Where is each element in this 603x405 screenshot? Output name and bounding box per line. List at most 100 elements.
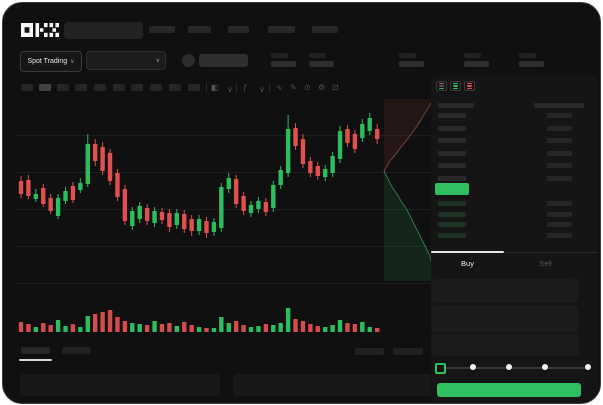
timeframe-button-1[interactable] — [21, 84, 33, 91]
candle — [196, 215, 202, 332]
bid-price — [438, 232, 466, 238]
chart-footer-control-2[interactable] — [393, 348, 423, 355]
slider-stop-50[interactable] — [506, 364, 512, 370]
nav-item-3[interactable] — [228, 26, 249, 33]
candle — [78, 178, 83, 332]
slider-stop-100[interactable] — [585, 364, 591, 370]
stat-value-3 — [399, 61, 424, 67]
candle — [360, 119, 365, 332]
candle — [63, 187, 68, 332]
orderbook-last-price-badge — [435, 183, 469, 195]
nav-item-5[interactable] — [312, 26, 338, 33]
search-input[interactable] — [64, 22, 143, 39]
chart-footer-control-1[interactable] — [355, 348, 384, 355]
candle — [323, 165, 328, 332]
amount-slider-handle[interactable] — [435, 363, 446, 374]
candle — [115, 169, 120, 332]
buy-submit-button[interactable] — [437, 383, 581, 397]
bottom-tab-active[interactable] — [21, 347, 50, 354]
last-price-placeholder — [199, 54, 248, 67]
ask-price — [438, 125, 466, 131]
candle — [122, 185, 128, 332]
candle — [174, 209, 180, 332]
candle — [18, 176, 24, 332]
ask-price — [438, 113, 466, 118]
timeframe-button-10[interactable] — [188, 84, 200, 91]
orderbook-col-header-amount — [534, 103, 584, 108]
ask-price — [438, 163, 466, 168]
stat-value-1 — [271, 61, 296, 67]
tab-buy[interactable]: Buy — [461, 259, 474, 268]
bottom-tab-underline — [19, 359, 52, 361]
okx-logo — [21, 23, 59, 37]
market-type-dropdown[interactable]: Spot Trading ∨ — [20, 51, 82, 72]
slider-stop-25[interactable] — [470, 364, 476, 370]
line-drawing-icon[interactable]: ∿ — [276, 83, 283, 92]
bottom-tab-2[interactable] — [62, 347, 91, 354]
orders-panel-right — [233, 374, 432, 396]
candle — [233, 175, 239, 332]
timeframe-button-7[interactable] — [131, 84, 143, 91]
chevron-down-icon: ∨ — [155, 57, 160, 64]
candle — [248, 201, 254, 332]
chart-settings-icon[interactable]: ⚙ — [318, 83, 326, 92]
layout-bids-icon[interactable] — [450, 81, 461, 91]
candle — [352, 130, 358, 332]
timeframe-button-2[interactable] — [39, 84, 51, 91]
order-price-field[interactable] — [431, 279, 579, 303]
candle — [241, 192, 246, 332]
timeframe-button-9[interactable] — [169, 84, 181, 91]
orders-panel-left — [20, 374, 220, 396]
ask-price — [438, 150, 466, 156]
candle — [159, 208, 165, 332]
timeframe-button-5[interactable] — [94, 84, 106, 91]
bid-price — [438, 201, 466, 206]
screenshot-icon[interactable]: ⊙ — [304, 83, 311, 92]
candle — [211, 218, 217, 332]
timeframe-button-3[interactable] — [57, 84, 69, 91]
candle — [367, 113, 372, 332]
bid-amount — [547, 232, 572, 238]
chart-type-icon[interactable]: ▮▯ — [211, 83, 219, 92]
candle — [278, 166, 283, 332]
order-total-field[interactable] — [431, 334, 579, 356]
candle — [189, 215, 194, 332]
candle — [315, 162, 320, 332]
timeframe-button-8[interactable] — [150, 84, 162, 91]
candle — [337, 126, 343, 332]
fullscreen-icon[interactable]: ⊡ — [332, 83, 339, 92]
tab-sell[interactable]: Sell — [539, 259, 552, 268]
ask-amount — [547, 113, 572, 118]
layout-asks-icon[interactable] — [464, 81, 475, 91]
ask-amount — [547, 163, 572, 168]
candle — [130, 207, 135, 332]
candle — [144, 204, 150, 332]
candle — [204, 217, 209, 332]
stat-label-1 — [271, 53, 288, 58]
bid-price — [438, 211, 466, 217]
candle — [100, 142, 105, 332]
candle — [137, 202, 142, 332]
nav-item-2[interactable] — [188, 26, 211, 33]
indicators-icon[interactable]: ƒ — [243, 83, 248, 92]
buy-tab-underline — [431, 251, 504, 253]
chevron-down-icon[interactable]: ∨ — [259, 85, 265, 94]
order-amount-field[interactable] — [431, 305, 579, 332]
bid-amount — [547, 201, 572, 206]
timeframe-button-4[interactable] — [75, 84, 87, 91]
stat-label-3 — [399, 53, 416, 58]
amount-slider-track[interactable] — [437, 367, 590, 369]
candlestick-chart[interactable] — [15, 97, 431, 337]
slider-stop-75[interactable] — [542, 364, 548, 370]
chevron-down-icon[interactable]: ∨ — [227, 85, 233, 94]
draw-tools-icon[interactable]: ✎ — [290, 83, 297, 92]
nav-item-4[interactable] — [268, 26, 295, 33]
stat-value-4 — [464, 61, 489, 67]
candle — [55, 194, 61, 332]
pair-selector-dropdown[interactable]: ∨ — [86, 51, 166, 70]
candle — [93, 139, 98, 332]
layout-combined-icon[interactable] — [436, 81, 447, 91]
candle — [300, 134, 306, 332]
timeframe-button-6[interactable] — [113, 84, 125, 91]
nav-item-1[interactable] — [149, 26, 175, 33]
